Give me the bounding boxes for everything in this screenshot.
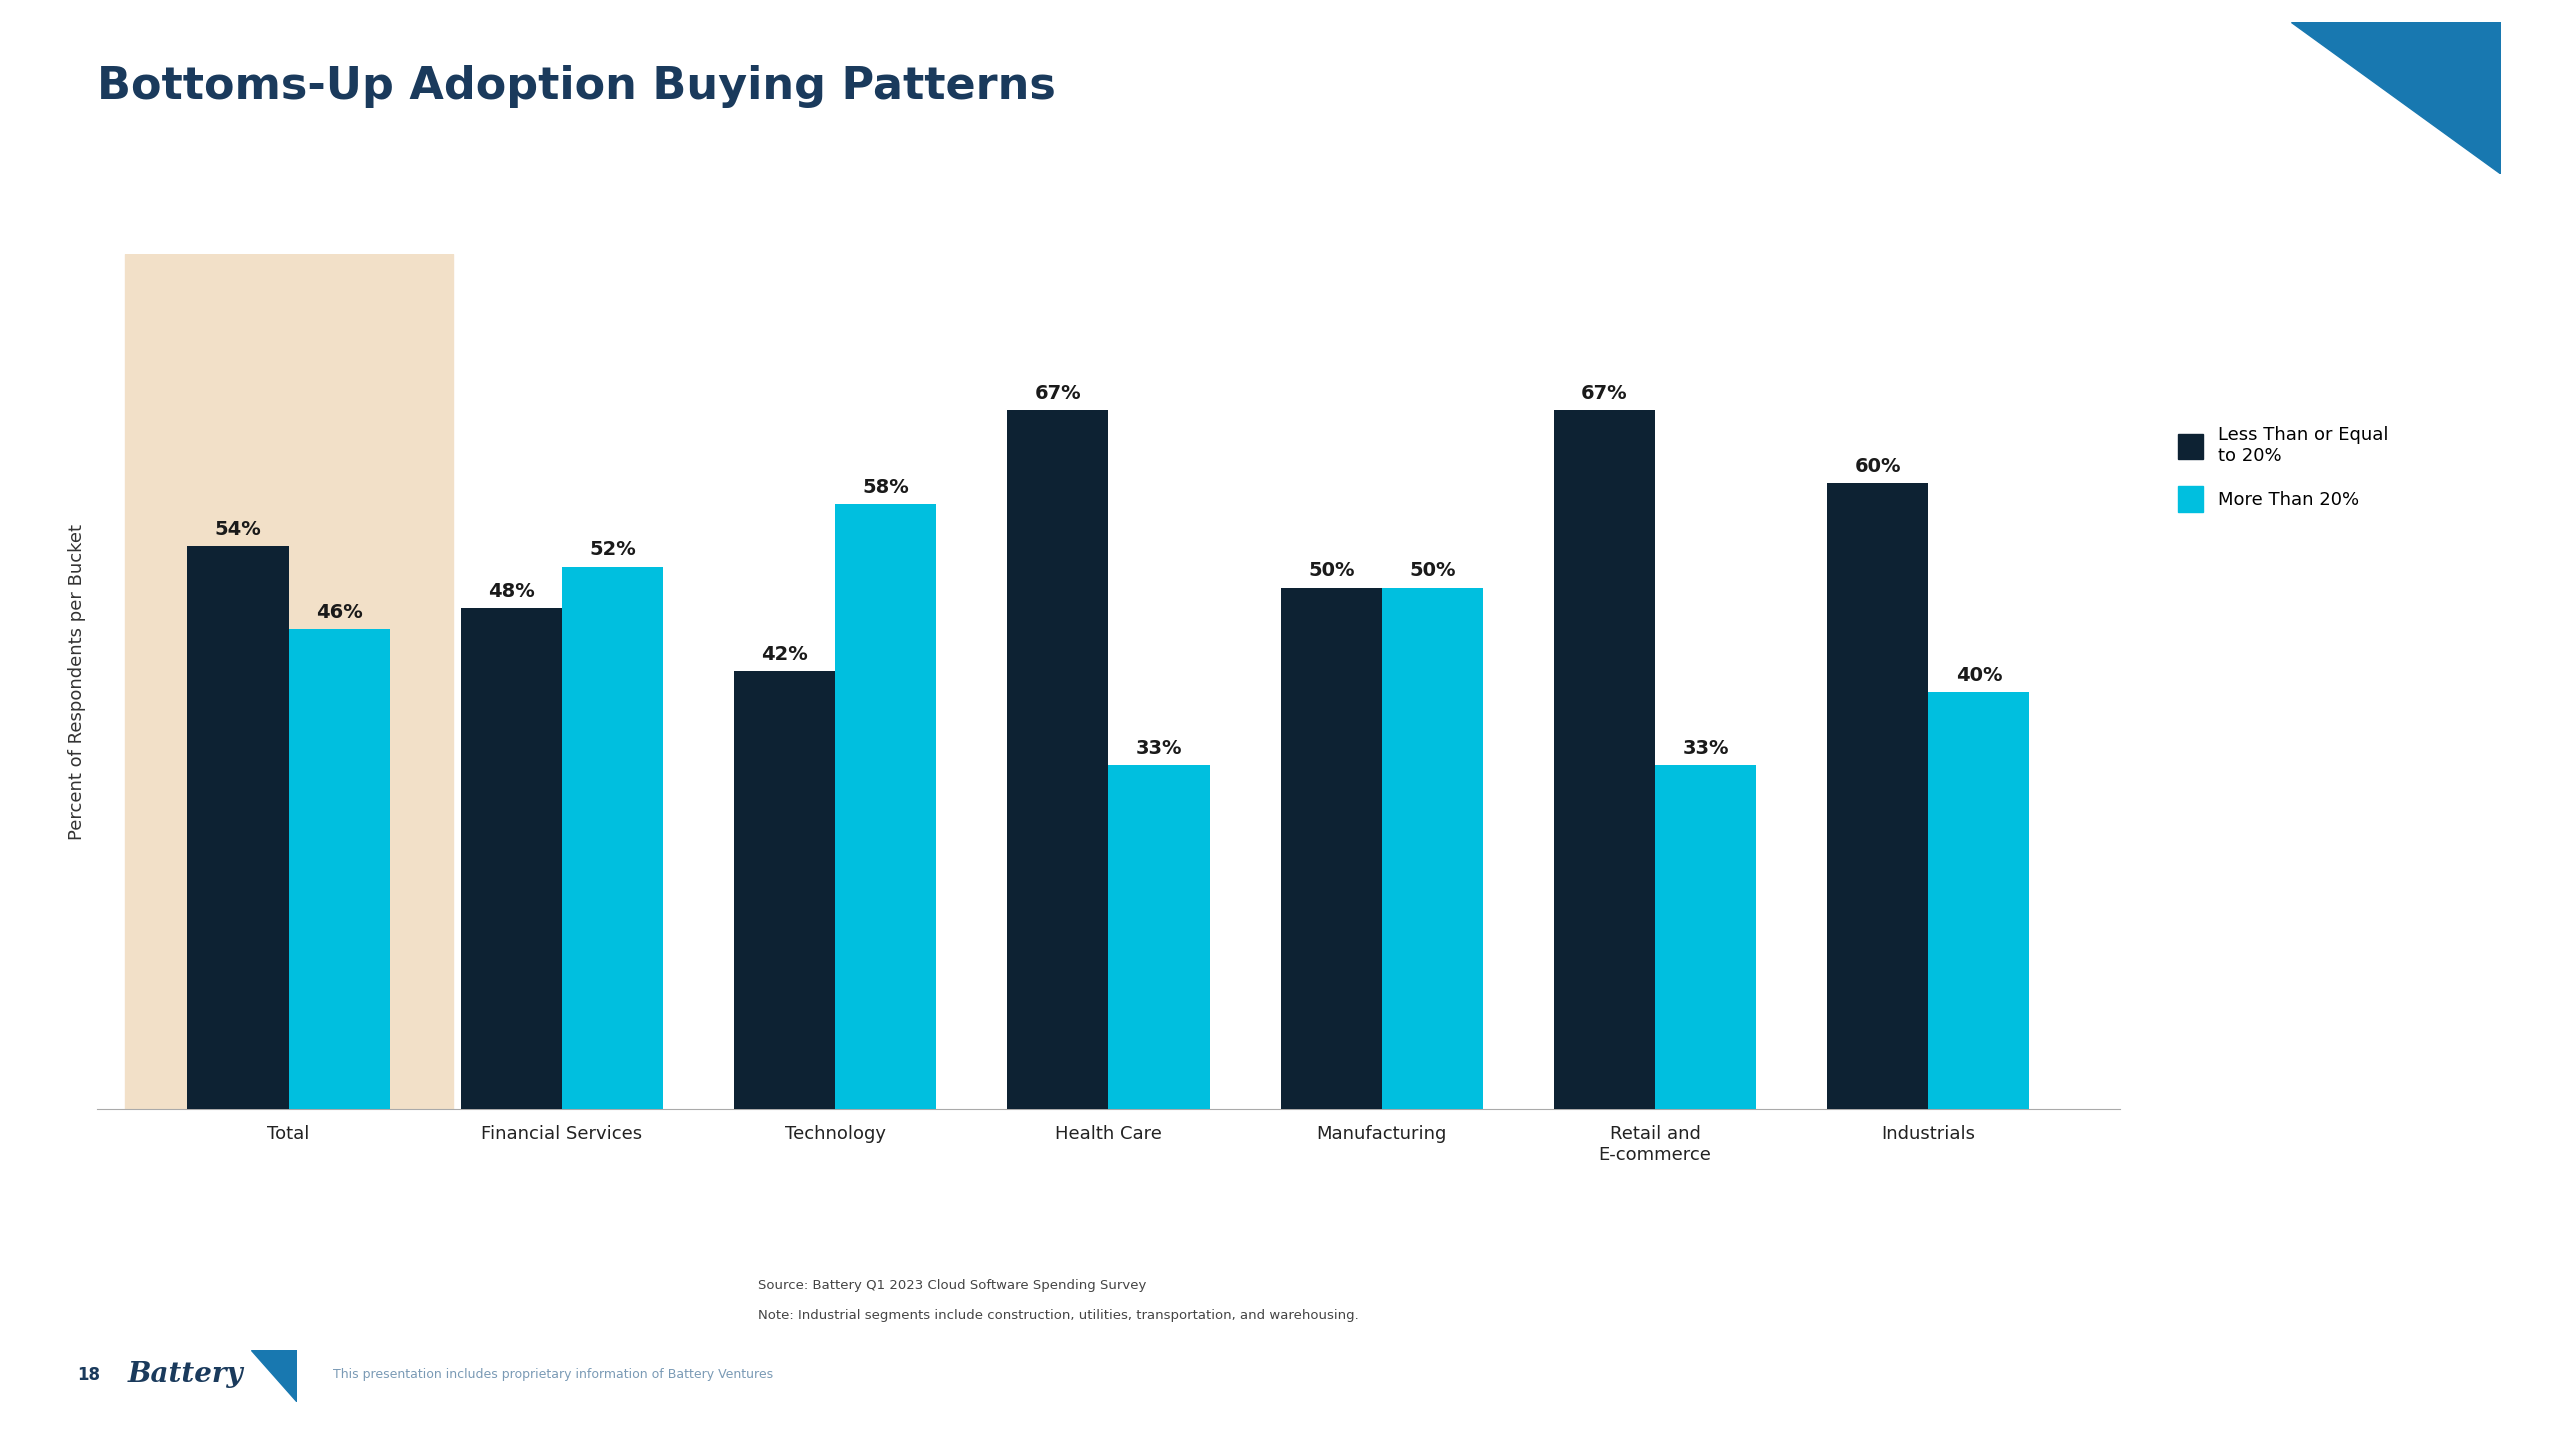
Text: 33%: 33% xyxy=(1682,738,1728,758)
Bar xyxy=(1006,410,1108,1109)
Text: 46%: 46% xyxy=(315,603,364,622)
Polygon shape xyxy=(2291,22,2501,174)
Text: 67%: 67% xyxy=(1034,384,1080,403)
Bar xyxy=(1828,483,1928,1109)
Bar xyxy=(289,629,389,1109)
Text: 40%: 40% xyxy=(1956,666,2002,684)
Text: 48%: 48% xyxy=(489,581,535,602)
Bar xyxy=(735,671,835,1109)
Text: 33%: 33% xyxy=(1137,738,1183,758)
Bar xyxy=(1928,692,2030,1109)
Bar xyxy=(461,609,561,1109)
Bar xyxy=(187,545,289,1109)
Text: 67%: 67% xyxy=(1582,384,1628,403)
Text: Battery: Battery xyxy=(128,1362,243,1388)
Bar xyxy=(1656,766,1756,1109)
Text: This presentation includes proprietary information of Battery Ventures: This presentation includes proprietary i… xyxy=(333,1369,773,1380)
Text: 42%: 42% xyxy=(760,645,809,664)
Text: Note: Industrial segments include construction, utilities, transportation, and w: Note: Industrial segments include constr… xyxy=(758,1309,1359,1322)
Text: 58%: 58% xyxy=(863,478,909,497)
Text: Bottoms-Up Adoption Buying Patterns: Bottoms-Up Adoption Buying Patterns xyxy=(97,65,1057,109)
Bar xyxy=(1280,587,1382,1109)
Text: Source: Battery Q1 2023 Cloud Software Spending Survey: Source: Battery Q1 2023 Cloud Software S… xyxy=(758,1279,1147,1292)
Bar xyxy=(561,567,663,1109)
Text: 50%: 50% xyxy=(1308,561,1354,580)
Bar xyxy=(835,505,937,1109)
Text: 50%: 50% xyxy=(1408,561,1457,580)
Bar xyxy=(1382,587,1482,1109)
Text: 52%: 52% xyxy=(589,541,635,560)
Legend: Less Than or Equal
to 20%, More Than 20%: Less Than or Equal to 20%, More Than 20% xyxy=(2168,416,2396,521)
Text: 18: 18 xyxy=(77,1366,100,1383)
Bar xyxy=(1554,410,1656,1109)
Polygon shape xyxy=(251,1350,297,1402)
Text: 54%: 54% xyxy=(215,519,261,538)
Text: 46% of all respondents note that their companies consume more than 20% of
their : 46% of all respondents note that their c… xyxy=(791,1172,1708,1221)
Y-axis label: Percent of Respondents per Bucket: Percent of Respondents per Bucket xyxy=(69,523,87,840)
Text: 60%: 60% xyxy=(1853,457,1902,476)
Bar xyxy=(1108,766,1211,1109)
Bar xyxy=(125,254,453,1109)
Text: Percent of Companies Consuming 20% of Their Software Through a Bottoms-Up Motion: Percent of Companies Consuming 20% of Th… xyxy=(561,197,1656,216)
